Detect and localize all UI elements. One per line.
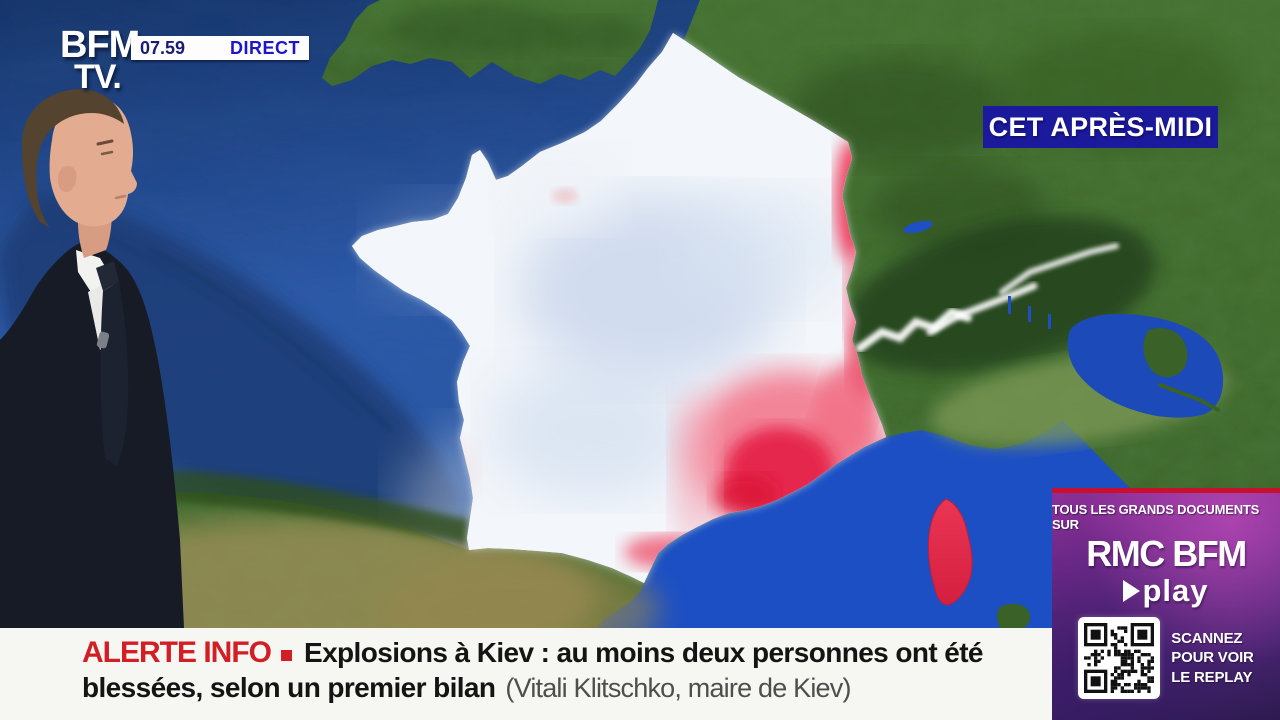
promo-top-strip	[1052, 488, 1280, 493]
sardinia-tip	[997, 603, 1031, 628]
presenter-face	[49, 97, 137, 227]
forecast-period-label: CET APRÈS-MIDI	[988, 111, 1213, 142]
promo-brand-logo: RMC BFM	[1086, 533, 1247, 574]
alert-bullet-icon	[281, 649, 292, 661]
france-region	[352, 33, 886, 583]
channel-logo-top: BFM	[60, 24, 140, 66]
scan-instructions: SCANNEZ POUR VOIR LE REPLAY	[1171, 629, 1254, 688]
channel-logo-bottom: TV.	[74, 58, 122, 96]
headline-line-1: Explosions à Kiev : au moins deux person…	[304, 637, 984, 668]
scan-line-3: LE REPLAY	[1171, 668, 1253, 686]
headline-line-2: blessées, selon un premier bilan	[82, 672, 496, 703]
headline-attribution: (Vitali Klitschko, maire de Kiev)	[505, 673, 851, 703]
weather-presenter	[0, 89, 184, 628]
forecast-period-badge: CET APRÈS-MIDI	[983, 106, 1218, 148]
lavalier-mic	[96, 331, 110, 349]
replay-promo-panel: TOUS LES GRANDS DOCUMENTS SUR RMC BFM pl…	[1052, 488, 1280, 720]
qr-code	[1078, 617, 1161, 699]
britain-land	[322, 0, 658, 86]
promo-play-logo: play	[1123, 575, 1208, 606]
play-label: play	[1142, 573, 1209, 608]
ticker-row-1: ALERTE INFO Explosions à Kiev : au moins…	[82, 636, 1052, 670]
live-badge: DIRECT	[230, 37, 300, 58]
promo-tagline: TOUS LES GRANDS DOCUMENTS SUR	[1052, 502, 1260, 532]
time-bar: 07.59 DIRECT	[131, 36, 309, 60]
presenter-hair	[21, 89, 125, 228]
presenter-tie	[96, 261, 119, 291]
scan-line-1: SCANNEZ	[1171, 629, 1243, 647]
promo-qr-row: SCANNEZ POUR VOIR LE REPLAY	[1078, 617, 1254, 699]
play-icon	[1123, 579, 1141, 602]
corsica-region	[927, 498, 973, 606]
channel-logo: BFM TV.	[60, 24, 140, 96]
presenter-ear	[58, 165, 77, 193]
adriatic-sea	[1067, 313, 1224, 418]
ticker-row-2: blessées, selon un premier bilan (Vitali…	[82, 672, 1052, 708]
presenter-suit	[0, 241, 184, 628]
clock-time: 07.59	[140, 37, 186, 58]
news-ticker: ALERTE INFO Explosions à Kiev : au moins…	[0, 628, 1052, 720]
scan-line-2: POUR VOIR	[1171, 649, 1254, 667]
alert-label: ALERTE INFO	[82, 636, 272, 669]
